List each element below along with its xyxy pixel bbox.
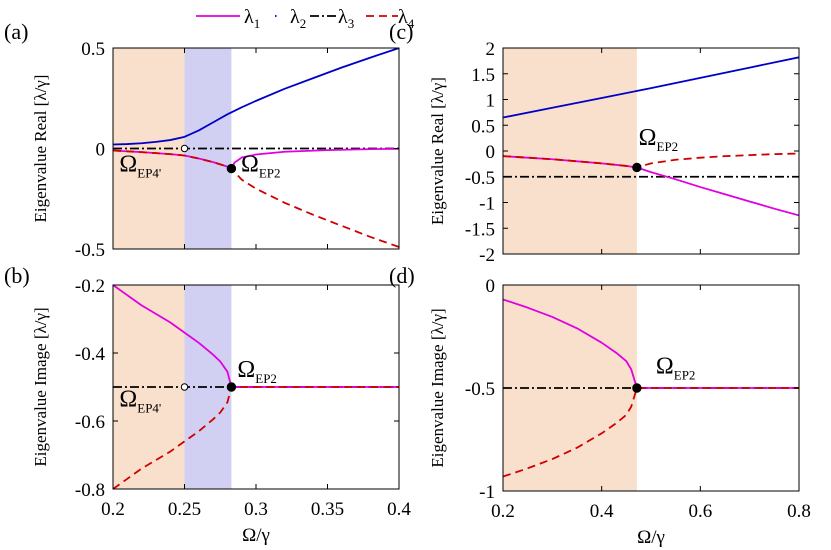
omega-symbol: Ω (241, 152, 259, 178)
y-tick-label: -0.5 (465, 379, 495, 400)
panel-d: 0.2 0.4 0.6 0.8 -1 -0.5 0 Eigenvalue Image [λ/γ… (389, 263, 811, 548)
y-tick-label: -0.8 (75, 480, 105, 501)
panel-b: 0.2 0.25 0.3 0.35 0.4 -0.8 -0.6 -0.4 -0.2 Eigenva… (4, 263, 411, 546)
y-tick-label: 1.5 (471, 65, 495, 86)
legend-lambda: λ (244, 6, 254, 28)
y-axis-label: Eigenvalue Image [λ/γ] (428, 308, 447, 467)
y-tick-label: -0.6 (75, 412, 105, 433)
legend-label-2: λ2 (290, 6, 306, 31)
y-tick-label: 0.5 (81, 39, 105, 60)
legend: λ1 λ2 λ3 λ4 (196, 6, 415, 31)
panel-label: (c) (389, 19, 413, 44)
series-red-dashed (503, 387, 799, 478)
y-tick-label: -1.5 (465, 219, 495, 240)
legend-lambda: λ (398, 6, 408, 28)
x-tick-label: 0.4 (590, 501, 614, 522)
legend-lambda: λ (290, 6, 300, 28)
ep-annotation: ΩEP4' (119, 386, 161, 415)
y-tick-label: -1 (479, 194, 495, 215)
x-tick-label: 0.4 (387, 499, 411, 520)
ep-annotation: ΩEP2 (656, 354, 696, 383)
x-tick-label: 0.3 (244, 499, 268, 520)
shaded-region-blue (184, 48, 232, 249)
legend-subscript: 4 (408, 16, 415, 31)
ep-marker (226, 163, 237, 174)
plot-area (113, 285, 399, 489)
x-tick-label: 0.6 (688, 501, 712, 522)
ep-marker (226, 382, 237, 392)
y-tick-label: 0 (486, 142, 496, 163)
series-magenta (503, 298, 799, 389)
ep-subscript: EP2 (674, 368, 696, 383)
y-tick-label: -0.5 (75, 240, 105, 261)
ep-subscript: EP2 (255, 371, 277, 386)
omega-symbol: Ω (119, 152, 137, 178)
series-red-dashed (113, 386, 399, 489)
ep-subscript: EP2 (657, 139, 679, 154)
series-blue (503, 56, 799, 119)
x-axis-label: Ω/γ (242, 525, 270, 546)
omega-symbol: Ω (656, 354, 674, 380)
panel-label: (b) (4, 263, 30, 288)
ep-subscript: EP2 (259, 166, 281, 181)
ep-marker (632, 383, 642, 393)
legend-lambda: λ (338, 6, 348, 28)
series-blue (113, 48, 399, 146)
y-tick-label: -0.2 (75, 276, 105, 297)
ep-marker (180, 144, 189, 153)
ep-subscript: EP4' (137, 166, 161, 181)
y-tick-label: -0.4 (75, 344, 106, 365)
ep-annotation: ΩEP2 (639, 125, 679, 154)
y-tick-label: -0.5 (465, 168, 495, 189)
x-tick-label: 0.2 (101, 499, 125, 520)
y-tick-label: 0.5 (471, 116, 495, 137)
ep-subscript: EP4' (137, 400, 161, 415)
omega-symbol: Ω (237, 357, 255, 383)
y-axis-label: Eigenvalue Real [λ/γ] (428, 77, 447, 225)
legend-label-3: λ3 (338, 6, 354, 31)
legend-label-1: λ1 (244, 6, 260, 31)
legend-subscript: 1 (254, 16, 261, 31)
x-axis-label: Ω/γ (637, 527, 665, 548)
legend-subscript: 3 (348, 16, 355, 31)
shaded-region-blue (184, 285, 232, 489)
ep-annotation: ΩEP2 (237, 357, 277, 386)
omega-symbol: Ω (119, 386, 137, 412)
x-tick-label: 0.25 (168, 499, 201, 520)
ep-marker (180, 383, 189, 391)
y-tick-label: 0 (96, 140, 106, 161)
legend-label-4: λ4 (398, 6, 415, 31)
plot-area (503, 56, 799, 217)
series-magenta (113, 285, 399, 388)
y-tick-label: -1 (479, 482, 495, 503)
plot-area (503, 298, 799, 478)
y-axis-label: Eigenvalue Real [λ/γ] (31, 75, 50, 223)
x-tick-label: 0.35 (311, 499, 344, 520)
panel-label: (d) (389, 263, 415, 288)
ep-annotation: ΩEP2 (241, 152, 281, 181)
y-axis-label: Eigenvalue Image [λ/γ] (31, 307, 50, 466)
y-tick-label: -2 (479, 245, 495, 266)
y-tick-label: 0 (486, 276, 496, 297)
series-red-dashed (503, 152, 799, 169)
y-tick-label: 1 (486, 91, 496, 112)
x-tick-label: 0.2 (491, 501, 515, 522)
shaded-region-orange (503, 48, 637, 254)
panel-c: -2 -1.5 -1 -0.5 0 0.5 1 1.5 2 Eigenvalue Real [λ/… (389, 19, 800, 266)
ep-marker (632, 162, 642, 173)
legend-subscript: 2 (300, 16, 307, 31)
panel-label: (a) (4, 19, 28, 44)
y-tick-label: 2 (486, 39, 496, 60)
ep-annotation: ΩEP4' (119, 152, 161, 181)
x-tick-label: 0.8 (787, 501, 811, 522)
omega-symbol: Ω (639, 125, 657, 151)
